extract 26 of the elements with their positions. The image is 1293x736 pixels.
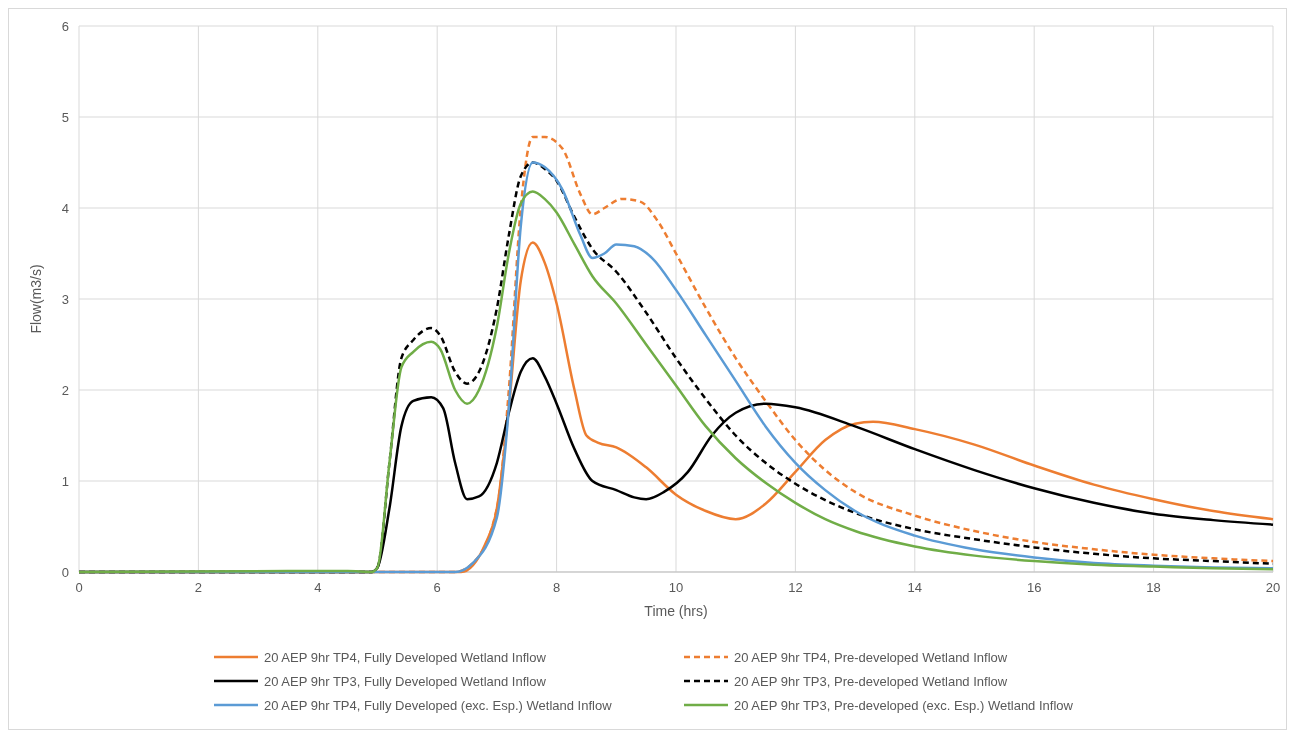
y-axis-title: Flow(m3/s) [28,264,44,334]
x-tick-label: 4 [314,580,322,595]
y-tick-label: 1 [61,473,69,489]
y-tick-label: 0 [61,564,69,580]
x-tick-label: 20 [1265,580,1281,595]
x-tick-label: 18 [1146,580,1161,595]
y-tick-label: 3 [61,291,69,307]
legend-label: 20 AEP 9hr TP3, Pre-developed (exc. Esp.) Wetland Inflow [734,697,1074,713]
x-tick-label: 6 [433,580,441,595]
x-tick-label: 14 [907,580,923,595]
legend-label: 20 AEP 9hr TP3, Fully Developed Wetland Inflow [264,673,547,689]
x-tick-label: 10 [668,580,684,595]
y-tick-label: 5 [61,109,69,125]
legend-label: 20 AEP 9hr TP4, Pre-developed Wetland Inflow [734,649,1008,665]
x-axis-title: Time (hrs) [644,603,708,619]
x-tick-label: 2 [194,580,203,595]
x-tick-label: 16 [1026,580,1042,595]
y-tick-label: 6 [61,18,69,34]
y-tick-label: 4 [61,200,69,216]
legend-label: 20 AEP 9hr TP3, Pre-developed Wetland Inflow [734,673,1008,689]
x-tick-label: 8 [552,580,561,595]
legend-label: 20 AEP 9hr TP4, Fully Developed (exc. Esp.) Wetland Inflow [264,697,613,713]
x-tick-label: 12 [788,580,803,595]
x-tick-label: 0 [75,580,83,595]
legend-label: 20 AEP 9hr TP4, Fully Developed Wetland Inflow [264,649,547,665]
y-tick-label: 2 [61,382,69,398]
